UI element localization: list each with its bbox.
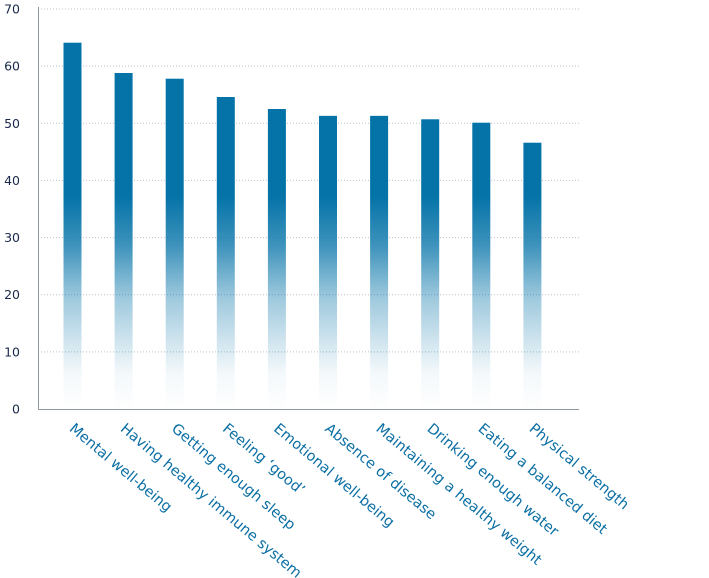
bar-4 [216,97,235,409]
bar-6 [319,115,337,409]
y-axis-ticks: 0 10 20 30 40 50 60 70 [4,2,20,417]
bar-9 [472,122,491,409]
y-tick-label: 0 [12,402,20,417]
y-tick-label: 60 [4,59,20,74]
bar-3 [165,78,184,409]
bar-2 [114,73,133,409]
y-tick-label: 30 [4,230,20,245]
bar-1 [63,42,82,409]
bar-7 [370,115,389,409]
bar-8 [421,119,440,410]
bars [63,42,542,410]
bar-5 [267,109,286,409]
bar-10 [523,142,542,409]
y-tick-label: 10 [4,344,20,359]
y-tick-label: 50 [4,116,20,131]
y-tick-label: 20 [4,287,20,302]
y-tick-label: 40 [4,173,20,188]
y-tick-label: 70 [4,2,20,17]
